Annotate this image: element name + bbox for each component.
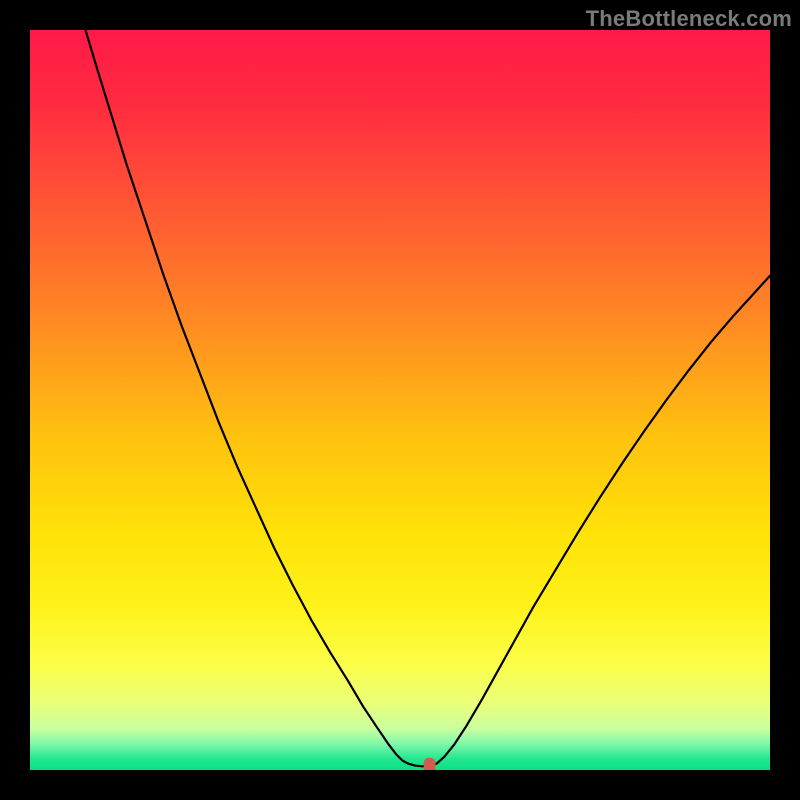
chart-container: TheBottleneck.com [0, 0, 800, 800]
optimal-point-marker [424, 758, 436, 770]
bottleneck-chart [30, 30, 770, 770]
watermark-text: TheBottleneck.com [586, 6, 792, 32]
gradient-background [30, 30, 770, 770]
plot-area [30, 30, 770, 770]
